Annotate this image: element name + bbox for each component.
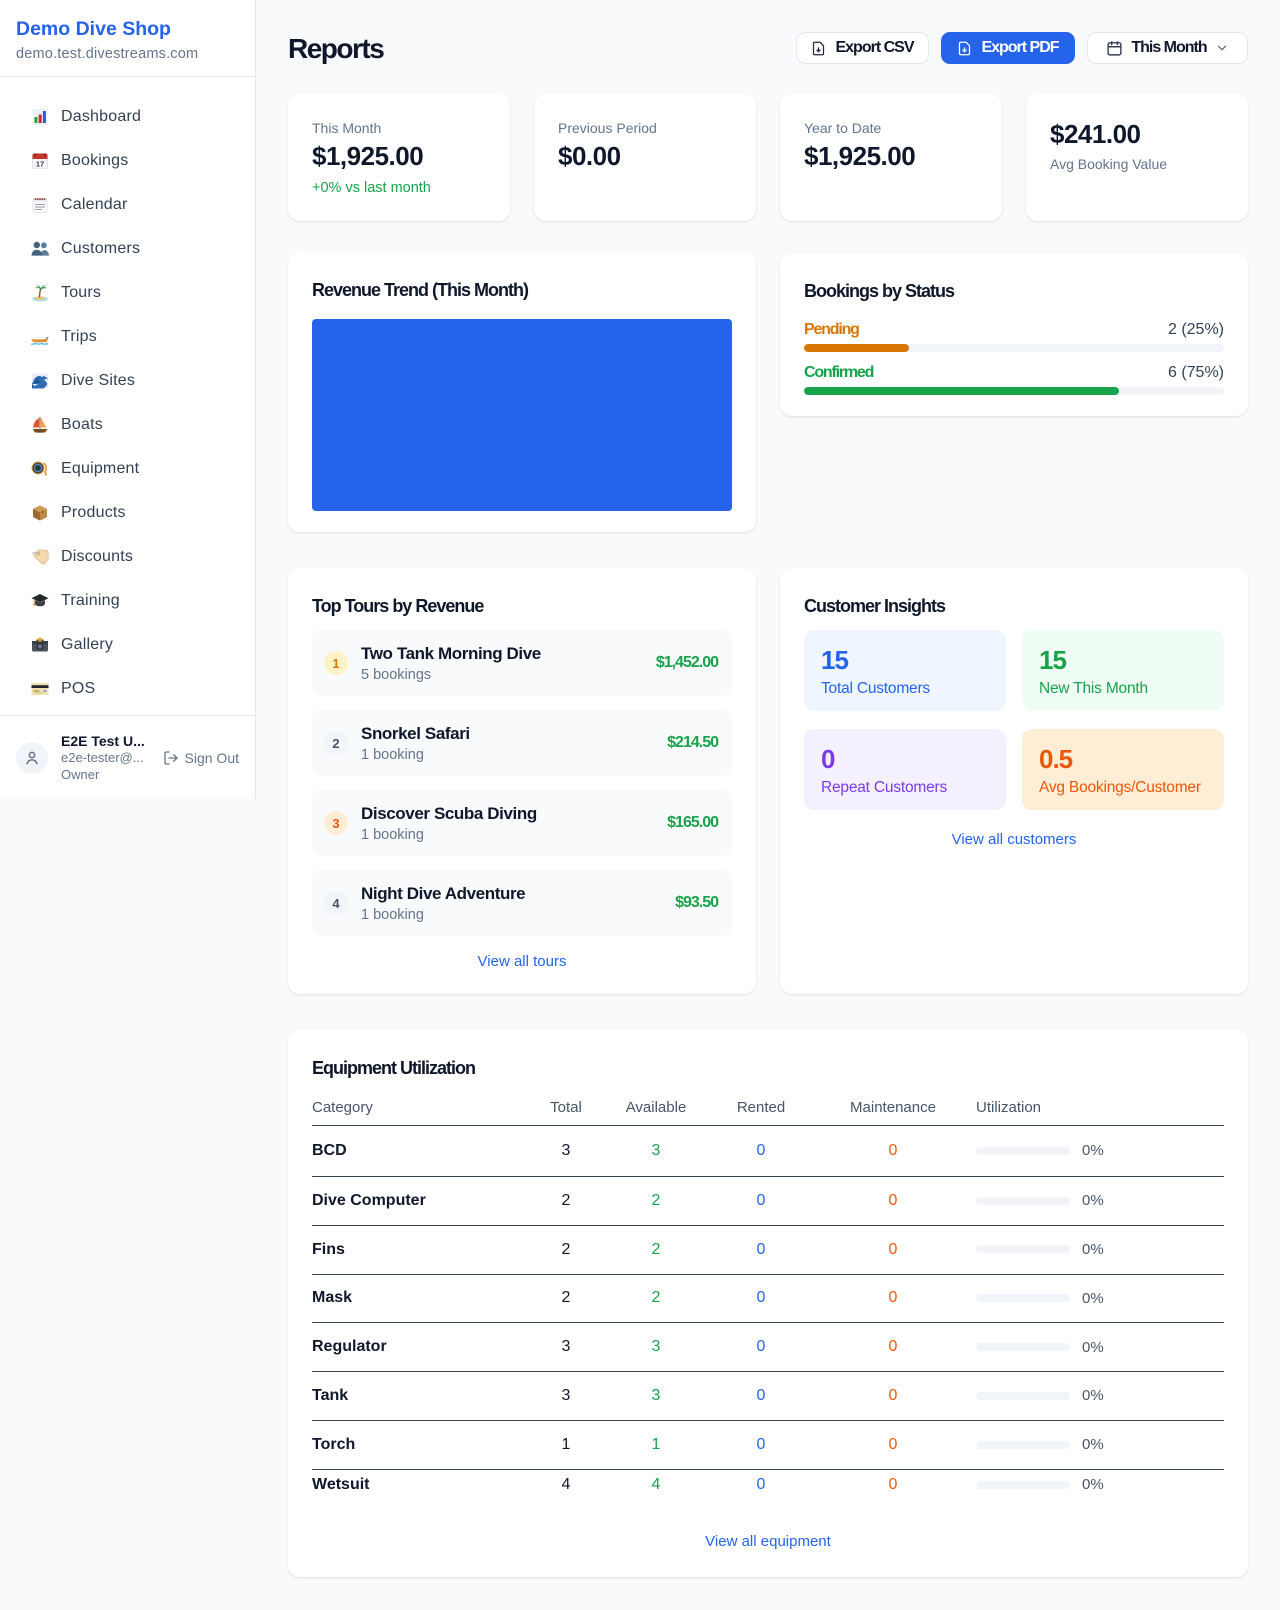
svg-text:17: 17 (36, 159, 44, 168)
